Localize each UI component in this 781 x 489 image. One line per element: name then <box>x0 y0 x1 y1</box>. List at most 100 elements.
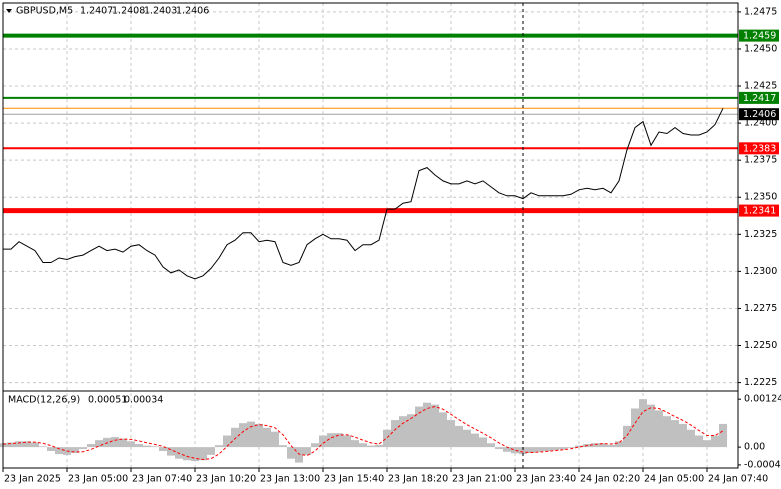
macd-bar <box>15 441 23 448</box>
macd-bar <box>431 404 439 448</box>
macd-bar <box>655 410 663 448</box>
macd-bar <box>383 429 391 448</box>
macd-bar <box>535 447 543 452</box>
macd-bar <box>639 399 647 448</box>
level-label-text: 1.2417 <box>743 93 776 104</box>
macd-bar <box>159 447 167 451</box>
macd-bar <box>623 425 631 448</box>
macd-bar <box>7 442 15 448</box>
x-tick-label: 23 Jan 05:00 <box>68 474 128 485</box>
level-label-text: 1.2383 <box>743 143 776 154</box>
price-label-box <box>739 108 779 121</box>
macd-bar <box>31 442 39 448</box>
ohlc-close: 1.2406 <box>176 6 209 17</box>
macd-bar <box>479 437 487 448</box>
plot-area <box>0 3 738 472</box>
macd-bar <box>399 416 407 448</box>
macd-bar <box>567 447 575 448</box>
macd-bar <box>687 429 695 448</box>
macd-bar <box>671 420 679 448</box>
macd-title: MACD(12,26,9) <box>8 395 80 406</box>
macd-bar <box>703 440 711 448</box>
macd-bar <box>615 441 623 448</box>
level-label: 1.2341 <box>739 204 779 217</box>
y-tick-label: 1.2375 <box>744 155 777 166</box>
macd-bar <box>191 447 199 462</box>
macd-bar <box>495 447 503 450</box>
macd-bar <box>271 431 279 448</box>
macd-bar <box>311 443 319 448</box>
macd-bar <box>39 446 47 448</box>
macd-bar <box>631 408 639 448</box>
x-tick-label: 23 Jan 2025 <box>4 474 61 485</box>
macd-bar <box>543 447 551 451</box>
x-tick-label: 24 Jan 05:00 <box>644 474 704 485</box>
macd-bar <box>295 447 303 463</box>
macd-bar <box>111 437 119 448</box>
macd-bar <box>183 447 191 461</box>
macd-bar <box>591 443 599 448</box>
x-tick-label: 23 Jan 21:00 <box>452 474 512 485</box>
macd-bar <box>79 447 87 450</box>
x-tick-label: 23 Jan 07:40 <box>132 474 192 485</box>
macd-bar <box>391 420 399 448</box>
macd-bar <box>679 423 687 448</box>
macd-bar <box>647 404 655 448</box>
macd-bar <box>415 406 423 448</box>
macd-bar <box>599 443 607 448</box>
macd-bar <box>511 447 519 454</box>
y-tick-label: 1.2275 <box>744 303 777 314</box>
y-tick-label: 1.2225 <box>744 377 777 388</box>
level-label-box <box>739 29 779 42</box>
y-tick-label: 1.2250 <box>744 340 777 351</box>
y-tick-label: -0.00046 <box>744 459 781 470</box>
x-tick-label: 23 Jan 18:20 <box>388 474 448 485</box>
x-tick-label: 23 Jan 15:40 <box>324 474 384 485</box>
macd-bar <box>663 416 671 448</box>
menu-triangle <box>6 9 12 13</box>
macd-bar <box>351 440 359 448</box>
price-label-text: 1.2406 <box>743 109 776 120</box>
symbol-label: GBPUSD,M5 <box>16 6 73 17</box>
macd-bar <box>23 441 31 448</box>
macd-bar <box>71 447 79 453</box>
macd-bar <box>279 445 287 448</box>
ohlc-low: 1.2403 <box>144 6 177 17</box>
macd-bar <box>303 447 311 455</box>
macd-bar <box>127 441 135 448</box>
macd-bar <box>335 433 343 448</box>
macd-bar <box>55 447 63 455</box>
level-label-box <box>739 204 779 217</box>
y-tick-label: 1.2300 <box>744 266 777 277</box>
y-tick-label: 1.2450 <box>744 43 777 54</box>
price-label: 1.2406 <box>739 108 779 121</box>
y-tick-label: 1.2475 <box>744 6 777 17</box>
macd-bar <box>607 444 615 448</box>
macd-bar <box>455 425 463 448</box>
macd-bar <box>487 443 495 448</box>
macd-bar <box>151 446 159 448</box>
macd-bar <box>527 447 535 453</box>
x-tick-label: 24 Jan 07:40 <box>708 474 768 485</box>
y-tick-label: 1.2425 <box>744 81 777 92</box>
macd-bar <box>447 420 455 448</box>
level-label: 1.2417 <box>739 91 779 104</box>
macd-bar <box>119 438 127 448</box>
macd-bar <box>319 435 327 448</box>
x-tick-label: 23 Jan 23:40 <box>516 474 576 485</box>
macd-bar <box>207 447 215 455</box>
macd-bar <box>711 435 719 448</box>
macd-bar <box>135 444 143 448</box>
macd-bar <box>367 445 375 448</box>
macd-bar <box>215 445 223 448</box>
price-line-series <box>3 108 724 280</box>
macd-bar <box>503 447 511 452</box>
macd-bar <box>87 444 95 448</box>
macd-bar <box>559 447 567 450</box>
macd-bar <box>47 447 55 451</box>
macd-bar <box>143 445 151 448</box>
macd-bar <box>359 443 367 448</box>
macd-bar <box>519 447 527 455</box>
macd-bar <box>439 412 447 448</box>
